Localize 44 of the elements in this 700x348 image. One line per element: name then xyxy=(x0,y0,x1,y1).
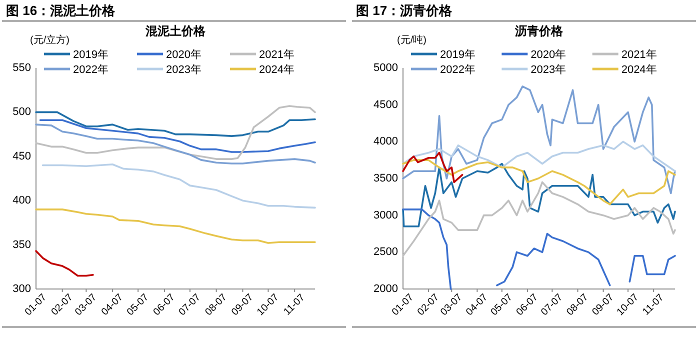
legend-label: 2022年 xyxy=(440,64,476,76)
legend-label: 2019年 xyxy=(73,49,108,61)
y-tick-label: 400 xyxy=(12,194,31,207)
chart-title: 图 17：沥青价格 xyxy=(356,3,454,18)
y-tick-label: 4500 xyxy=(374,98,398,111)
legend-label: 2020年 xyxy=(166,49,202,61)
y-tick-label: 550 xyxy=(12,62,31,74)
line-series xyxy=(35,208,316,244)
legend-label: 2019年 xyxy=(440,49,476,61)
y-tick-label: 500 xyxy=(12,106,31,118)
y-tick-label: 450 xyxy=(12,150,31,162)
y-axis-title: (元/吨) xyxy=(397,34,426,46)
line-series xyxy=(39,119,316,153)
line-series xyxy=(35,250,94,277)
legend-label: 2022年 xyxy=(73,64,108,76)
y-tick-label: 350 xyxy=(12,238,31,251)
legend-label: 2021年 xyxy=(259,49,294,61)
line-series xyxy=(402,181,676,257)
line-series xyxy=(35,111,316,137)
legend-label: 2020年 xyxy=(530,49,566,61)
legend-label: 2024年 xyxy=(621,64,657,76)
y-tick-label: 4000 xyxy=(374,136,398,148)
legend-label: 2023年 xyxy=(166,64,202,76)
line-series xyxy=(402,159,676,206)
legend-label: 2023年 xyxy=(530,64,566,76)
line-series xyxy=(35,124,316,164)
y-axis-title: (元/立方) xyxy=(30,34,70,46)
y-tick-label: 300 xyxy=(12,283,31,295)
legend-label: 2024年 xyxy=(259,64,294,76)
legend-label: 2021年 xyxy=(621,49,657,61)
y-tick-label: 2000 xyxy=(374,283,398,295)
chart-subtitle: 混泥土价格 xyxy=(144,24,206,38)
y-tick-label: 2500 xyxy=(374,246,398,258)
line-series xyxy=(402,152,464,184)
line-series xyxy=(42,163,316,209)
y-tick-label: 3500 xyxy=(374,172,398,184)
line-series xyxy=(402,86,676,194)
y-tick-label: 5000 xyxy=(374,62,398,74)
line-series xyxy=(35,105,316,160)
line-series xyxy=(402,162,676,228)
y-tick-label: 3000 xyxy=(374,209,398,222)
chart-subtitle: 沥青价格 xyxy=(514,24,564,38)
chart-title: 图 16：混泥土价格 xyxy=(6,3,116,18)
line-series xyxy=(402,140,676,172)
